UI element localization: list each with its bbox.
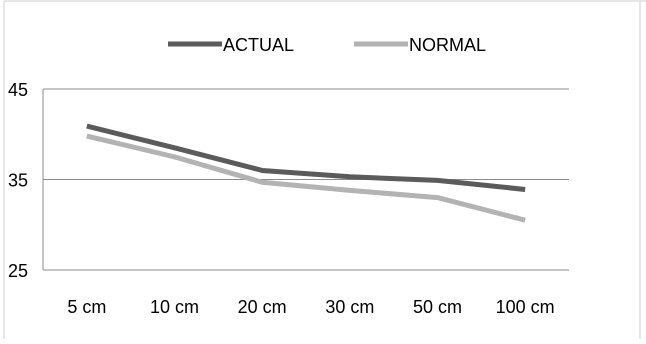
axes: 45 35 25 5 cm 10 cm 20 cm 30 cm 50 cm 100 cm [8, 80, 555, 317]
series-line [86, 133, 526, 223]
legend-label: ACTUAL [223, 35, 294, 55]
x-tick-label: 100 cm [496, 297, 555, 317]
x-tick-label: 10 cm [150, 297, 199, 317]
y-tick-label: 35 [8, 171, 28, 191]
y-tick-label: 25 [8, 261, 28, 281]
legend-label: NORMAL [409, 35, 486, 55]
x-tick-label: 5 cm [67, 297, 106, 317]
gridlines [43, 88, 569, 271]
legend: ACTUAL NORMAL [168, 35, 486, 55]
y-tick-label: 45 [8, 80, 28, 100]
x-tick-label: 30 cm [325, 297, 374, 317]
series-line [86, 123, 526, 192]
x-tick-label: 50 cm [413, 297, 462, 317]
series-lines [86, 123, 526, 223]
x-tick-label: 20 cm [238, 297, 287, 317]
